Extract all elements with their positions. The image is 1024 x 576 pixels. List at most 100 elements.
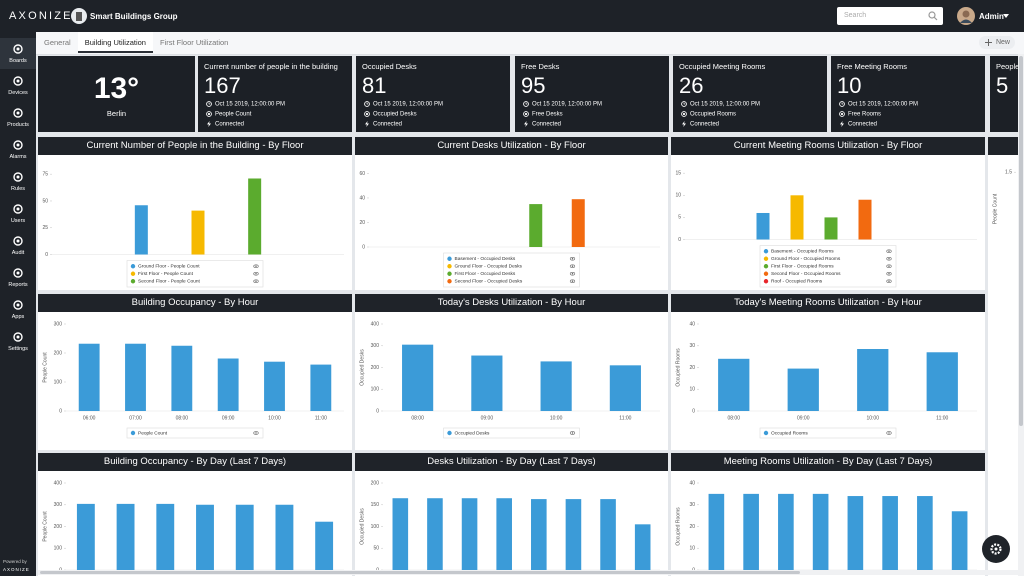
nav-item[interactable]: Boards bbox=[0, 38, 36, 69]
tab[interactable]: First Floor Utilization bbox=[159, 38, 229, 47]
logo[interactable]: AXONIZE bbox=[9, 10, 73, 22]
legend-swatch[interactable] bbox=[763, 430, 769, 436]
bar[interactable] bbox=[708, 493, 725, 570]
nav-item[interactable]: Settings bbox=[0, 326, 36, 357]
bar[interactable] bbox=[847, 496, 864, 570]
nav-item[interactable]: Alarms bbox=[0, 134, 36, 165]
bar[interactable] bbox=[235, 504, 254, 570]
v-scrollbar[interactable] bbox=[1018, 54, 1024, 576]
bar[interactable] bbox=[248, 178, 262, 255]
legend-swatch[interactable] bbox=[130, 264, 136, 269]
bar[interactable] bbox=[540, 361, 572, 411]
eye-icon[interactable] bbox=[253, 279, 259, 283]
bar[interactable] bbox=[196, 504, 214, 570]
eye-icon[interactable] bbox=[569, 264, 576, 268]
legend-swatch[interactable] bbox=[130, 279, 136, 284]
legend-swatch[interactable] bbox=[763, 249, 769, 254]
bar[interactable] bbox=[882, 496, 898, 570]
nav-item[interactable]: Reports bbox=[0, 262, 36, 293]
bar[interactable] bbox=[264, 361, 285, 411]
bar[interactable] bbox=[917, 496, 933, 570]
bar[interactable] bbox=[743, 493, 759, 570]
legend-swatch[interactable] bbox=[130, 430, 136, 436]
bar[interactable] bbox=[756, 212, 770, 240]
eye-icon[interactable] bbox=[886, 272, 892, 276]
bar[interactable] bbox=[427, 498, 443, 570]
bar[interactable] bbox=[787, 368, 819, 411]
bar[interactable] bbox=[496, 498, 512, 570]
eye-icon[interactable] bbox=[886, 264, 892, 268]
bar[interactable] bbox=[191, 210, 205, 255]
bar[interactable] bbox=[471, 355, 503, 411]
search-box[interactable]: Search bbox=[837, 7, 943, 25]
bar[interactable] bbox=[171, 345, 193, 411]
nav-item[interactable]: Audit bbox=[0, 230, 36, 261]
eye-icon[interactable] bbox=[886, 431, 892, 435]
bar[interactable] bbox=[634, 524, 651, 570]
legend-swatch[interactable] bbox=[763, 271, 769, 276]
bar[interactable] bbox=[565, 499, 582, 570]
bar[interactable] bbox=[275, 504, 294, 570]
bar[interactable] bbox=[951, 511, 968, 570]
avatar[interactable] bbox=[957, 7, 975, 25]
eye-icon[interactable] bbox=[886, 257, 892, 261]
eye-icon[interactable] bbox=[569, 272, 576, 276]
bar[interactable] bbox=[531, 499, 547, 570]
bar[interactable] bbox=[812, 493, 829, 570]
eye-icon[interactable] bbox=[569, 279, 576, 283]
legend-swatch[interactable] bbox=[763, 256, 769, 261]
legend-swatch[interactable] bbox=[447, 430, 452, 436]
bar[interactable] bbox=[310, 364, 332, 411]
eye-icon[interactable] bbox=[569, 431, 576, 435]
legend-swatch[interactable] bbox=[447, 271, 452, 276]
bar[interactable] bbox=[156, 503, 175, 570]
new-button[interactable]: New bbox=[978, 36, 1015, 49]
nav-item[interactable]: Rules bbox=[0, 166, 36, 197]
nav-item[interactable]: Apps bbox=[0, 294, 36, 325]
bar[interactable] bbox=[402, 344, 434, 411]
bar[interactable] bbox=[824, 217, 838, 240]
legend-swatch[interactable] bbox=[763, 264, 769, 269]
nav-item[interactable]: Devices bbox=[0, 70, 36, 101]
legend-swatch[interactable] bbox=[447, 279, 452, 284]
bar[interactable] bbox=[76, 503, 95, 570]
bar[interactable] bbox=[857, 349, 889, 411]
org-name[interactable]: Smart Buildings Group bbox=[90, 12, 178, 21]
h-scroll-thumb[interactable] bbox=[40, 571, 800, 574]
bar[interactable] bbox=[718, 358, 750, 411]
tab[interactable]: General bbox=[44, 38, 71, 47]
user-name[interactable]: Admin bbox=[979, 12, 1004, 21]
bar[interactable] bbox=[600, 499, 616, 570]
bar[interactable] bbox=[134, 205, 148, 255]
bar[interactable] bbox=[858, 199, 872, 240]
nav-item[interactable]: Users bbox=[0, 198, 36, 229]
legend-swatch[interactable] bbox=[763, 279, 769, 284]
bar[interactable] bbox=[609, 365, 641, 411]
bar[interactable] bbox=[78, 343, 100, 411]
v-scroll-thumb[interactable] bbox=[1019, 56, 1023, 426]
bar[interactable] bbox=[125, 343, 146, 411]
bar[interactable] bbox=[315, 521, 334, 570]
bar[interactable] bbox=[116, 503, 135, 570]
bar[interactable] bbox=[790, 195, 804, 240]
bar[interactable] bbox=[571, 199, 585, 247]
h-scrollbar[interactable] bbox=[38, 570, 1018, 575]
eye-icon[interactable] bbox=[886, 279, 892, 283]
tab[interactable]: Building Utilization bbox=[77, 32, 153, 53]
settings-button[interactable] bbox=[982, 535, 1010, 563]
eye-icon[interactable] bbox=[253, 264, 259, 268]
bar[interactable] bbox=[461, 498, 478, 570]
eye-icon[interactable] bbox=[253, 431, 259, 435]
legend-swatch[interactable] bbox=[447, 256, 452, 261]
legend-swatch[interactable] bbox=[447, 264, 452, 269]
bar[interactable] bbox=[778, 493, 794, 570]
nav-item[interactable]: Products bbox=[0, 102, 36, 133]
bar[interactable] bbox=[529, 204, 543, 247]
eye-icon[interactable] bbox=[569, 257, 576, 261]
eye-icon[interactable] bbox=[886, 249, 892, 253]
bar[interactable] bbox=[926, 352, 958, 411]
legend-swatch[interactable] bbox=[130, 271, 136, 276]
eye-icon[interactable] bbox=[253, 272, 259, 276]
bar[interactable] bbox=[217, 358, 239, 411]
bar[interactable] bbox=[392, 498, 409, 570]
